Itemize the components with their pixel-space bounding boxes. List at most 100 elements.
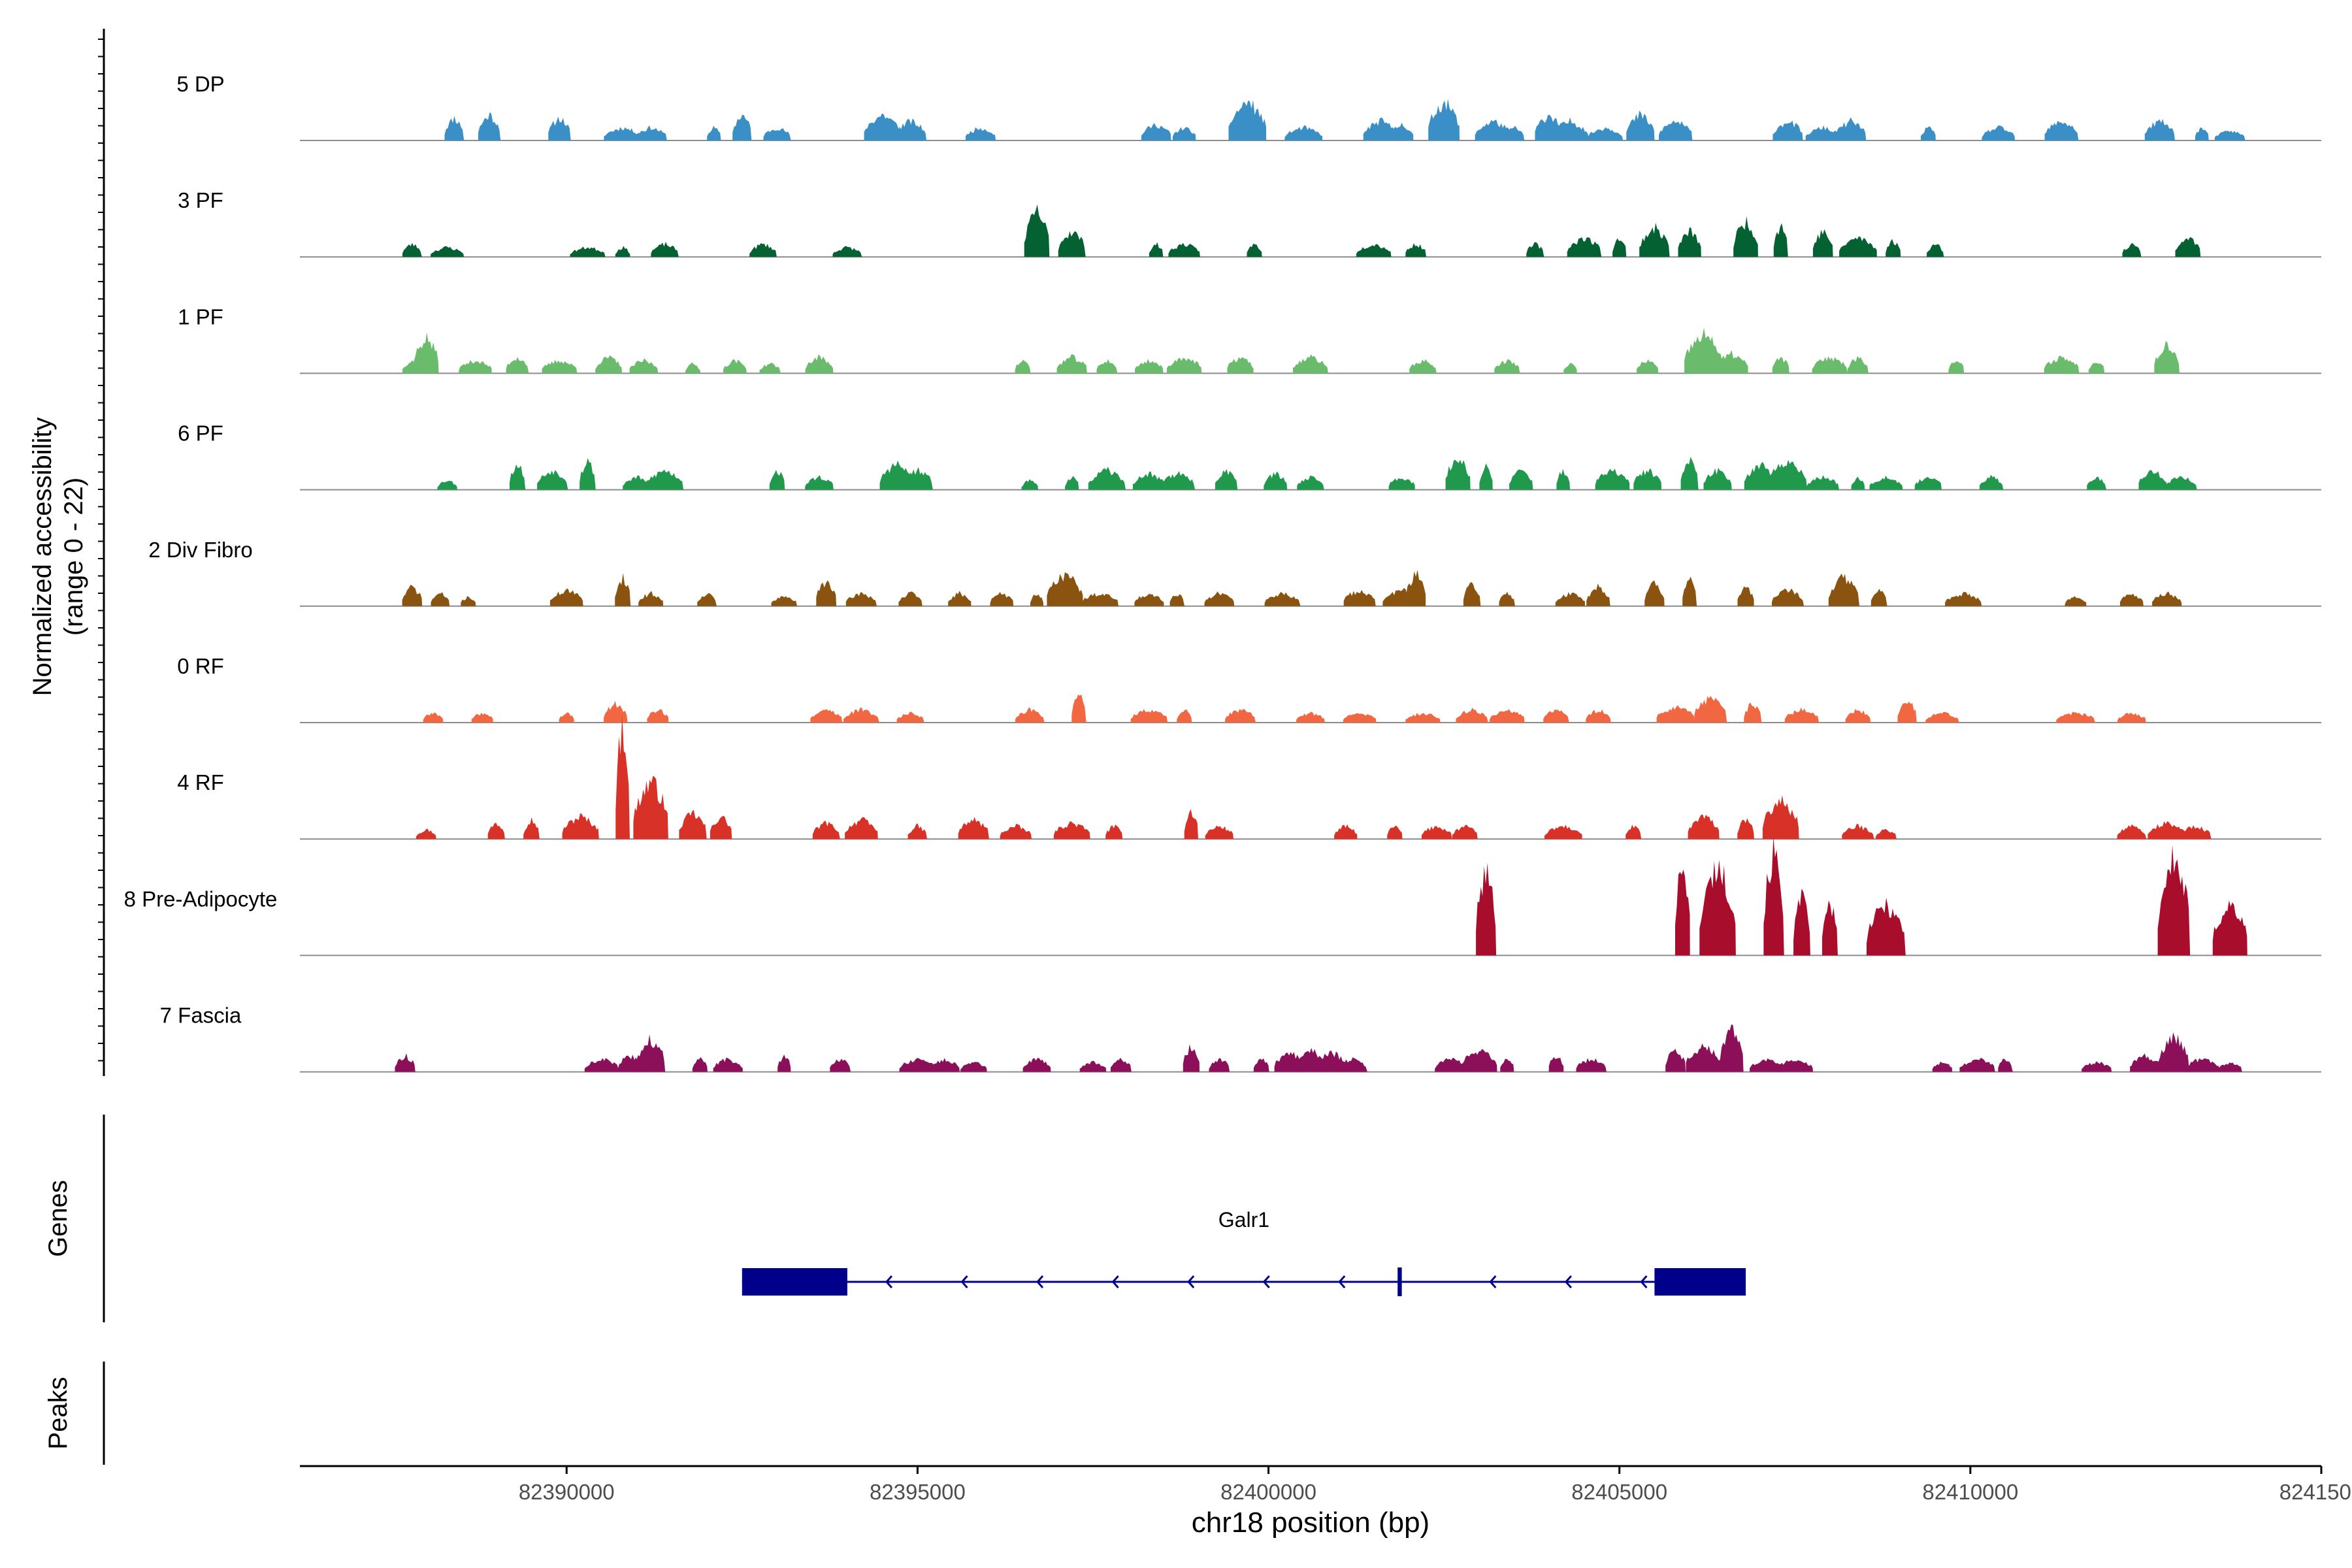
coverage-peak <box>1876 828 1897 840</box>
coverage-peak <box>948 591 972 606</box>
coverage-peak <box>1925 711 1959 723</box>
coverage-peak <box>629 358 659 374</box>
coverage-peak <box>548 116 571 140</box>
coverage-peak <box>1500 1058 1514 1072</box>
coverage-peak <box>749 243 777 257</box>
coverage-peak <box>1586 583 1610 606</box>
coverage-peak <box>1096 359 1118 374</box>
x-tick-label: 82395000 <box>870 1480 966 1504</box>
coverage-peak <box>898 591 923 606</box>
coverage-track: 7 Fascia <box>160 1004 2321 1073</box>
x-tick-label: 82410000 <box>1922 1480 2018 1504</box>
coverage-peak <box>2044 120 2079 140</box>
coverage-peak <box>1812 356 1848 374</box>
track-label: 1 PF <box>178 304 223 329</box>
coverage-peak <box>2164 476 2197 490</box>
coverage-peak <box>1684 327 1723 374</box>
coverage-peak <box>812 821 840 840</box>
coverage-peak <box>894 118 926 140</box>
coverage-peak <box>1543 709 1569 723</box>
x-ticks: 82390000 82395000 82400000 82405000 82410000… <box>519 1466 2352 1504</box>
coverage-peak <box>1828 573 1860 606</box>
coverage-peak <box>1665 1049 1686 1072</box>
coverage-peak <box>1744 461 1776 490</box>
coverage-y-label-line2: (range 0 - 22) <box>59 478 88 636</box>
coverage-peak <box>549 589 583 606</box>
coverage-peak <box>414 333 439 374</box>
coverage-peak <box>1490 709 1525 723</box>
coverage-peak <box>1612 238 1627 257</box>
coverage-peak <box>697 593 717 606</box>
coverage-peak <box>1675 869 1690 956</box>
coverage-peak <box>1047 572 1083 606</box>
coverage-peak <box>1405 713 1441 723</box>
coverage-y-label-line1: Normalized accessibility <box>28 417 57 696</box>
coverage-peak <box>907 823 928 840</box>
coverage-peak <box>2044 355 2080 374</box>
coverage-peak <box>1544 825 1582 840</box>
track-label: 8 Pre-Adipocyte <box>124 887 278 911</box>
coverage-peak <box>1839 236 1877 257</box>
coverage-peak <box>1065 476 1079 490</box>
coverage-peak <box>1927 244 1944 257</box>
coverage-peak <box>1227 357 1254 374</box>
coverage-peak <box>1867 897 1906 956</box>
coverage-peak <box>1503 125 1525 140</box>
coverage-peak <box>1130 709 1168 723</box>
coverage-peak <box>713 1057 743 1072</box>
coverage-peak <box>1228 100 1267 140</box>
strand-arrow <box>1187 1275 1195 1288</box>
coverage-peak <box>1998 1058 2013 1072</box>
coverage-peak <box>1945 591 1982 606</box>
coverage-track: 2 Div Fibro <box>148 538 2321 607</box>
coverage-peak <box>1015 359 1031 374</box>
coverage-peak <box>1552 117 1589 140</box>
coverage-peak <box>1141 123 1171 140</box>
coverage-peak <box>1556 468 1571 490</box>
coverage-peak <box>2157 845 2191 956</box>
coverage-peak <box>1022 1058 1051 1072</box>
coverage-y-ticks <box>98 39 104 1062</box>
coverage-peak <box>1388 478 1415 490</box>
coverage-peak <box>1149 242 1164 257</box>
coverage-peak <box>777 1054 791 1072</box>
coverage-peak <box>1744 702 1762 723</box>
coverage-peak <box>647 709 669 723</box>
coverage-peak <box>459 359 492 374</box>
coverage-peak <box>1639 223 1670 257</box>
coverage-peak <box>617 1054 642 1072</box>
coverage-peak <box>845 817 878 840</box>
coverage-peak <box>2175 237 2201 257</box>
coverage-peak <box>2130 1053 2162 1072</box>
coverage-peak <box>1499 591 1516 606</box>
gene-exon <box>742 1268 847 1296</box>
coverage-peak <box>843 707 879 723</box>
coverage-peak <box>1428 99 1460 140</box>
coverage-peak <box>604 701 628 723</box>
coverage-peak <box>1015 707 1045 723</box>
coverage-peak <box>1215 468 1238 490</box>
coverage-peak <box>1409 359 1437 374</box>
coverage-peak <box>1715 350 1748 374</box>
coverage-peak <box>1914 476 1942 490</box>
coverage-peak <box>902 466 933 490</box>
coverage-peak <box>771 596 798 606</box>
coverage-track: 4 RF <box>177 713 2321 840</box>
coverage-peak <box>1264 471 1288 490</box>
coverage-peak <box>2117 712 2146 723</box>
coverage-peak <box>1897 701 1917 723</box>
genes-label: Genes <box>44 1180 73 1257</box>
coverage-peak <box>1836 117 1867 140</box>
coverage-peak <box>1567 237 1602 257</box>
x-axis: 82390000 82395000 82400000 82405000 82410000… <box>300 1465 2352 1539</box>
coverage-peak <box>1633 468 1661 490</box>
coverage-peak <box>1406 570 1426 606</box>
coverage-peak <box>1763 836 1784 956</box>
coverage-peak <box>1159 470 1196 490</box>
coverage-peak <box>1134 593 1164 606</box>
track-label: 6 PF <box>178 421 223 446</box>
coverage-peak <box>1772 588 1805 606</box>
coverage-peak <box>1456 708 1488 723</box>
coverage-peak <box>990 592 1014 606</box>
coverage-peak <box>1773 223 1788 257</box>
